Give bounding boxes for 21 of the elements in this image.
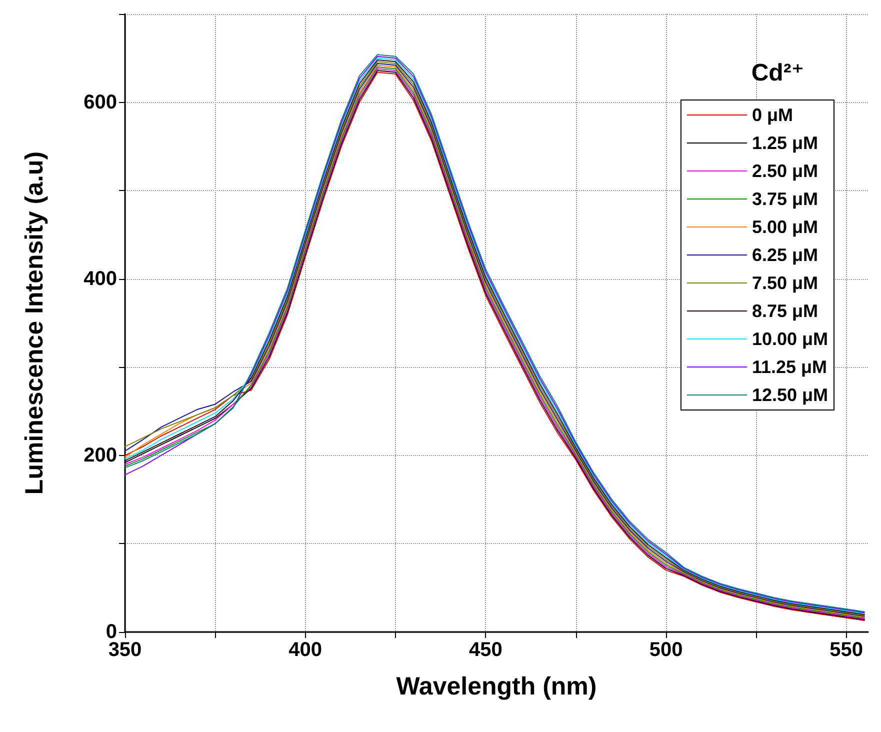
legend-label: 6.25 μM (752, 245, 818, 265)
legend-label: 12.50 μM (752, 385, 828, 405)
legend-label: 10.00 μM (752, 329, 828, 349)
x-tick-label: 450 (468, 639, 502, 661)
x-tick-label: 550 (830, 639, 864, 661)
legend-label: 11.25 μM (752, 357, 828, 377)
legend-label: 5.00 μM (752, 217, 818, 237)
legend-label: 7.50 μM (752, 273, 818, 293)
x-axis-title: Wavelength (nm) (396, 672, 597, 700)
y-axis-title: Luminescence Intensity (a.u) (20, 151, 48, 495)
legend-label: 3.75 μM (752, 189, 818, 209)
legend-label: 1.25 μM (752, 133, 818, 153)
legend-title: Cd²⁺ (751, 60, 804, 86)
legend-label: 2.50 μM (752, 161, 818, 181)
y-tick-label: 400 (84, 268, 117, 290)
y-tick-label: 200 (84, 444, 117, 466)
x-tick-label: 400 (288, 639, 322, 661)
legend-label: 8.75 μM (752, 301, 818, 321)
x-tick-label: 500 (649, 639, 683, 661)
y-tick-label: 600 (84, 91, 117, 114)
legend-label: 0 μM (752, 105, 793, 125)
